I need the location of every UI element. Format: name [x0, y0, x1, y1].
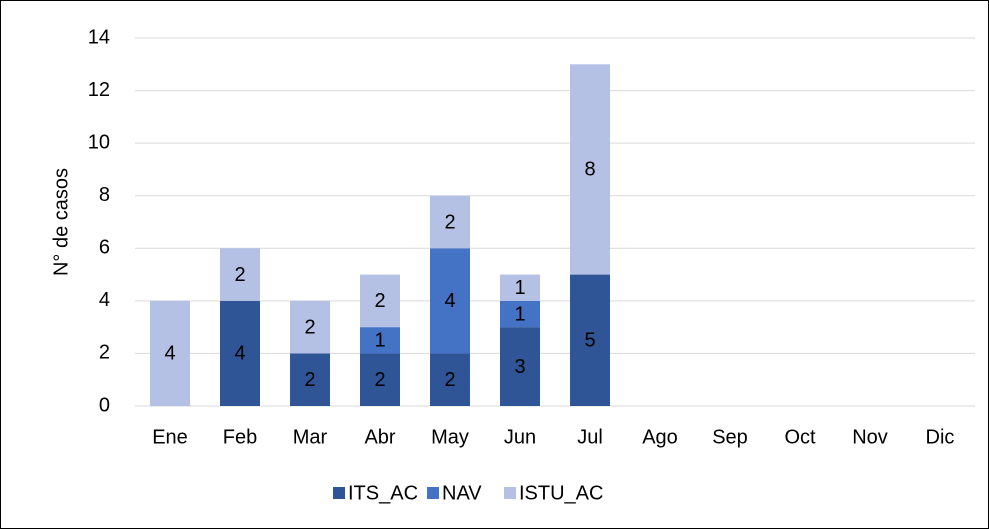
data-label: 2: [304, 316, 315, 338]
data-label: 1: [374, 330, 385, 352]
bar-segment: [500, 327, 540, 406]
data-label: 1: [514, 277, 525, 299]
bar-segment: [430, 195, 470, 249]
x-tick-label: Ene: [152, 426, 188, 448]
legend-label: ISTU_AC: [519, 482, 603, 504]
data-label: 2: [304, 369, 315, 391]
legend-swatch: [504, 487, 516, 499]
data-label: 2: [234, 264, 245, 286]
y-axis-label: N° de casos: [50, 168, 72, 276]
y-tick-label: 4: [99, 289, 110, 311]
x-tick-label: Feb: [223, 426, 257, 448]
bar-segment: [150, 300, 190, 406]
bar-segment: [500, 300, 540, 328]
bar-segment: [430, 248, 470, 354]
bar-segment: [290, 353, 330, 406]
data-label: 2: [374, 369, 385, 391]
bar-segment: [360, 274, 400, 328]
x-tick-label: Jul: [577, 426, 603, 448]
legend-swatch: [427, 487, 439, 499]
x-tick-label: Jun: [504, 426, 536, 448]
y-tick-label: 0: [99, 394, 110, 416]
data-label: 2: [444, 369, 455, 391]
y-tick-label: 6: [99, 237, 110, 259]
data-label: 8: [584, 159, 595, 181]
y-tick-label: 12: [88, 79, 110, 101]
legend-swatch: [333, 487, 345, 499]
legend-label: NAV: [442, 482, 482, 504]
data-label: 4: [164, 343, 175, 365]
x-tick-label: Oct: [784, 426, 816, 448]
data-label: 2: [374, 290, 385, 312]
data-label: 2: [444, 211, 455, 233]
y-tick-label: 14: [88, 26, 110, 48]
bar-segment: [220, 300, 260, 406]
bar-segment: [570, 64, 610, 275]
data-label: 4: [234, 343, 245, 365]
data-label: 4: [444, 290, 455, 312]
x-tick-label: Sep: [712, 426, 748, 448]
x-tick-label: Abr: [364, 426, 395, 448]
x-tick-label: Nov: [852, 426, 888, 448]
bar-segment: [220, 248, 260, 301]
x-tick-label: Dic: [926, 426, 955, 448]
bar-segment: [360, 353, 400, 406]
bar-segment: [500, 274, 540, 301]
y-tick-label: 2: [99, 342, 110, 364]
y-tick-label: 8: [99, 184, 110, 206]
bar-segment: [290, 300, 330, 354]
x-tick-label: May: [431, 426, 469, 448]
legend-label: ITS_AC: [348, 482, 418, 504]
x-tick-label: Ago: [642, 426, 678, 448]
data-label: 3: [514, 356, 525, 378]
bar-segment: [360, 327, 400, 354]
data-label: 5: [584, 330, 595, 352]
bar-segment: [570, 274, 610, 406]
data-label: 1: [514, 303, 525, 325]
x-tick-label: Mar: [293, 426, 328, 448]
y-tick-label: 10: [88, 131, 110, 153]
bar-segment: [430, 353, 470, 406]
